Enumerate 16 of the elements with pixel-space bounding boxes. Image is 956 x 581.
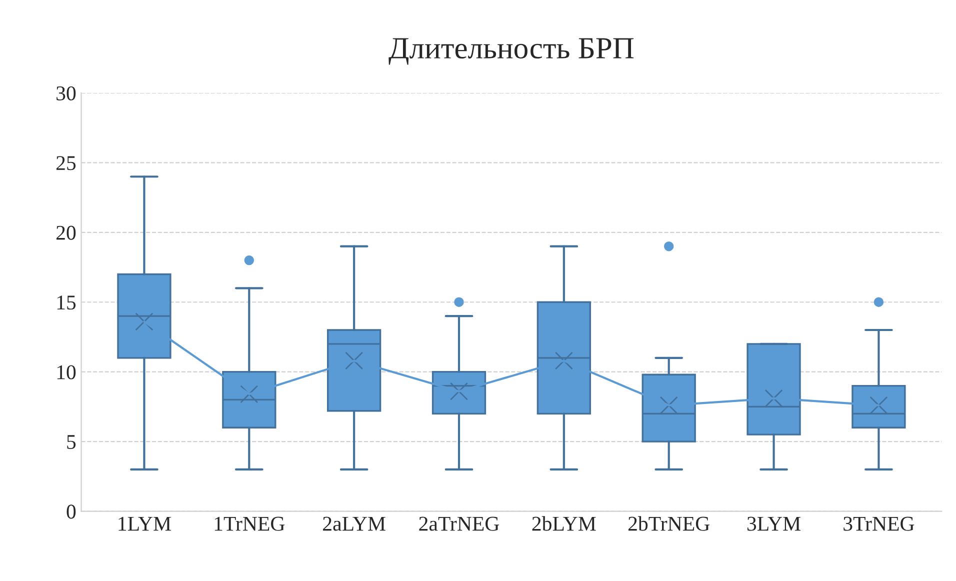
x-tick-label: 1TrNEG <box>214 516 285 531</box>
x-tick-label: 2bTrNEG <box>628 516 710 531</box>
y-tick-label: 10 <box>57 365 76 380</box>
y-tick-label: 20 <box>56 226 76 240</box>
x-tick-label: 3TrNEG <box>844 516 914 531</box>
y-tick-label: 25 <box>56 156 76 170</box>
x-tick-label: 1LYM <box>118 516 171 531</box>
x-tick-label: 2aTrNEG <box>419 516 500 531</box>
y-tick-label: 15 <box>57 296 76 310</box>
y-tick-label: 0 <box>66 504 76 519</box>
x-tick-label: 2bLYM <box>532 516 596 531</box>
y-tick-label: 30 <box>56 86 76 100</box>
x-tick-label: 3LYM <box>747 516 800 531</box>
y-tick-label: 5 <box>67 435 76 449</box>
x-tick-label: 2aLYM <box>323 516 386 531</box>
chart-title: Длительность БРП <box>388 38 634 65</box>
